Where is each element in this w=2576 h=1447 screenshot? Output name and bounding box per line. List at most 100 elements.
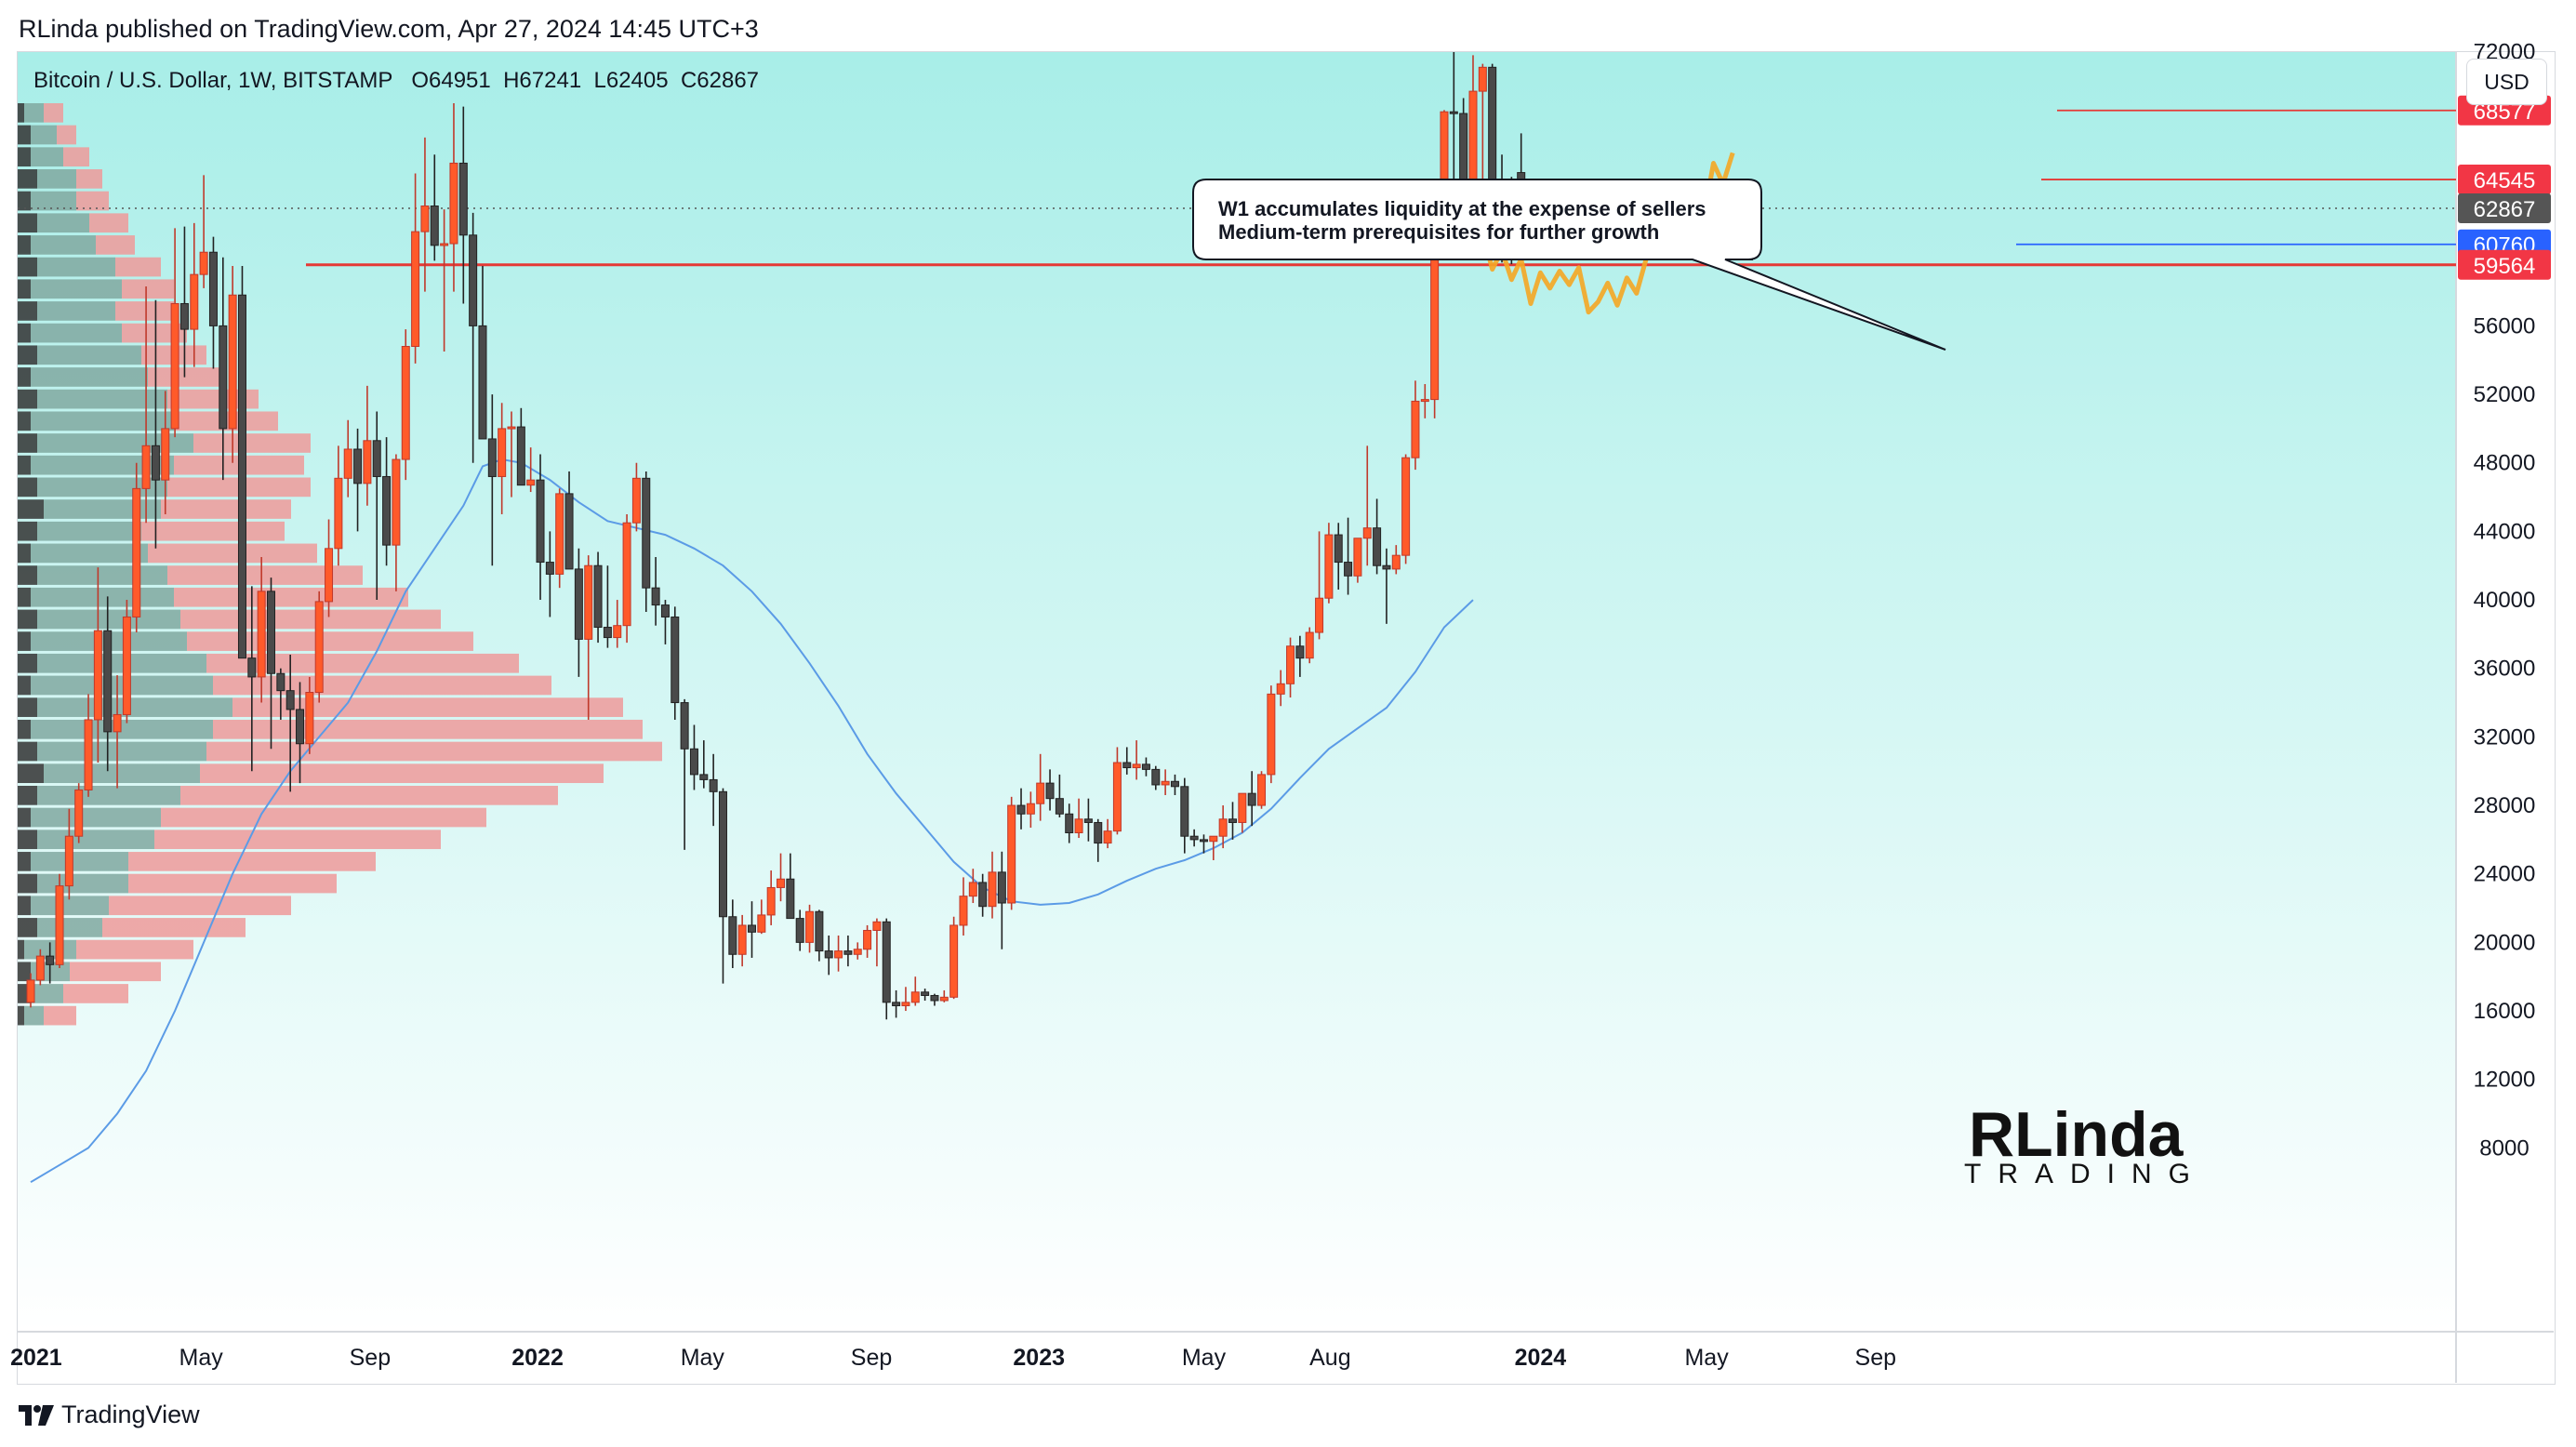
volume-profile-bar — [18, 786, 37, 805]
volume-profile-bar — [18, 279, 31, 299]
time-tick-label: 2021 — [10, 1345, 62, 1371]
volume-profile-bar — [31, 367, 148, 387]
volume-profile-bar — [37, 653, 206, 673]
volume-profile-bar — [44, 1005, 76, 1026]
candle — [1324, 523, 1334, 604]
candle-body — [372, 440, 381, 477]
volume-profile-bar — [122, 323, 187, 343]
volume-profile-bar — [31, 147, 63, 167]
candle — [660, 600, 670, 644]
candle — [1305, 627, 1314, 664]
candle — [305, 676, 314, 754]
candles — [26, 52, 1526, 1020]
candle — [449, 102, 458, 292]
time-tick-label: May — [1684, 1345, 1729, 1371]
candle — [1074, 798, 1083, 839]
candle — [824, 936, 833, 976]
candle — [296, 682, 305, 784]
candle-body — [74, 789, 84, 837]
volume-profile-bar — [18, 896, 31, 916]
volume-profile-bar — [18, 257, 37, 277]
candle — [728, 899, 737, 969]
candle — [1161, 769, 1170, 796]
candle — [1382, 548, 1391, 624]
volume-profile-bar — [206, 653, 519, 673]
volume-profile-bar — [18, 918, 37, 937]
volume-profile-bar — [37, 786, 180, 805]
candle-body — [959, 896, 968, 926]
symbol-name: Bitcoin / U.S. Dollar, 1W, BITSTAMP — [33, 68, 393, 93]
annotation-callout[interactable]: W1 accumulates liquidity at the expense … — [1192, 179, 1946, 351]
price-tick-label: 8000 — [2479, 1135, 2529, 1161]
candle-body — [968, 882, 977, 897]
candle-body — [737, 924, 747, 955]
volume-profile-bar — [18, 499, 44, 519]
candle — [401, 329, 410, 481]
currency-button[interactable]: USD — [2466, 59, 2547, 105]
candle-body — [1324, 534, 1334, 599]
volume-profile-bar — [18, 609, 37, 630]
volume-profile-bar — [37, 741, 206, 762]
candle-body — [1180, 786, 1189, 837]
volume-profile-bar — [213, 675, 551, 696]
volume-profile-bar — [44, 763, 200, 784]
volume-profile-bar — [18, 102, 24, 123]
volume-profile-bar — [18, 543, 31, 564]
volume-profile-bar — [193, 433, 311, 453]
volume-profile-bar — [18, 301, 37, 321]
volume-profile-bar — [37, 873, 128, 894]
time-axis[interactable]: 2021 May Sep 2022 May Sep 2023 May Aug 2024 May Sep — [10, 1345, 1896, 1371]
volume-profile-bar — [18, 389, 37, 409]
candle-body — [988, 871, 997, 908]
candle-body — [1353, 538, 1362, 577]
candle-body — [1267, 693, 1276, 776]
candle-body — [93, 630, 102, 721]
candle-body — [64, 835, 73, 887]
candle-body — [46, 955, 55, 965]
price-tick-label: 20000 — [2474, 930, 2536, 955]
candle-body — [170, 302, 179, 430]
volume-profile-bar — [200, 763, 604, 784]
candle-body — [179, 302, 189, 330]
chart-frame[interactable] — [17, 51, 2556, 1385]
candle — [555, 488, 564, 589]
candle — [709, 753, 718, 827]
price-tick-label: 48000 — [2474, 451, 2536, 476]
candle — [1276, 670, 1285, 707]
candle-body — [430, 205, 439, 246]
candle — [613, 600, 622, 648]
candle-body — [237, 294, 246, 659]
candle — [815, 909, 824, 962]
candle-body — [247, 657, 257, 678]
candle-body — [834, 950, 843, 959]
candle — [1334, 523, 1343, 591]
candle — [1228, 802, 1237, 840]
tradingview-brand[interactable]: TradingView — [19, 1401, 200, 1429]
volume-profile-bar — [18, 962, 31, 982]
candle-body — [84, 719, 93, 790]
candle — [469, 212, 478, 463]
time-tick-label: 2022 — [511, 1345, 564, 1371]
candle-body — [1468, 90, 1478, 190]
time-tick-label: Sep — [1855, 1345, 1896, 1371]
candle-body — [363, 440, 372, 485]
candle — [1007, 796, 1016, 910]
candle-body — [487, 438, 497, 477]
candle — [170, 228, 179, 438]
candle — [64, 808, 73, 900]
candle-body — [748, 924, 756, 933]
candle — [1411, 380, 1420, 471]
time-tick-label: Sep — [851, 1345, 892, 1371]
candle — [507, 411, 516, 498]
candle-body — [863, 929, 872, 950]
volume-profile-bar — [18, 697, 37, 717]
candle — [353, 428, 363, 532]
price-tick-label: 52000 — [2474, 382, 2536, 407]
candle — [526, 447, 536, 493]
candle — [228, 265, 237, 463]
candle-body — [1026, 803, 1035, 815]
candle-body — [1189, 835, 1199, 841]
candle — [516, 407, 525, 486]
candle — [536, 454, 545, 601]
